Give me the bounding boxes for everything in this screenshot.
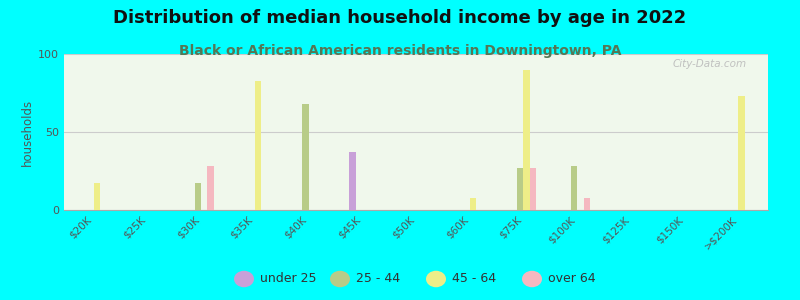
Bar (530, 168, 536, 210)
Text: 25 - 44: 25 - 44 (356, 272, 400, 286)
Bar (523, 70, 530, 210)
Bar (517, 168, 523, 210)
Text: over 64: over 64 (548, 272, 596, 286)
Bar (570, 166, 578, 210)
Text: City-Data.com: City-Data.com (673, 59, 747, 69)
Bar (470, 197, 476, 210)
Bar (738, 96, 745, 210)
Bar (207, 166, 214, 210)
Bar (194, 184, 201, 210)
Bar (350, 152, 356, 210)
Y-axis label: households: households (21, 98, 34, 166)
Bar (254, 80, 262, 210)
Bar (94, 184, 100, 210)
Text: Distribution of median household income by age in 2022: Distribution of median household income … (114, 9, 686, 27)
Bar (302, 104, 309, 210)
Text: Black or African American residents in Downingtown, PA: Black or African American residents in D… (178, 44, 622, 58)
Text: 45 - 64: 45 - 64 (452, 272, 496, 286)
Bar (584, 197, 590, 210)
Text: under 25: under 25 (260, 272, 317, 286)
